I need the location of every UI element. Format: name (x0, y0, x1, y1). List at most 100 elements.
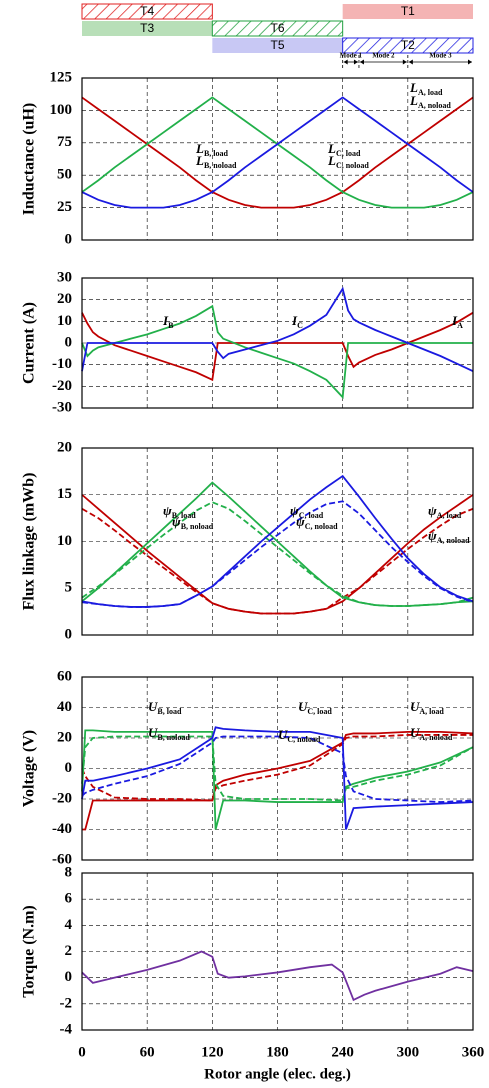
curve-label-main: I (291, 313, 298, 328)
y-tick-label: 40 (57, 699, 72, 715)
phase-bar (342, 4, 473, 19)
y-tick-label: 0 (65, 760, 73, 776)
data-line (81, 735, 474, 802)
curve-label: ψA, load (428, 503, 462, 520)
y-tick-label: 10 (57, 313, 72, 329)
y-tick-label: 5 (65, 580, 73, 596)
curve-label-main: ψ (172, 514, 181, 529)
x-tick-label: 60 (140, 1044, 155, 1060)
curve-label-sub: A, load (437, 511, 462, 520)
data-line (81, 729, 474, 830)
plot-frame (81, 77, 474, 241)
phase-label: T5 (270, 38, 284, 52)
y-axis-title: Current (A) (21, 302, 38, 384)
phase-label: T3 (140, 21, 154, 35)
data-line (81, 501, 474, 607)
curve-label: UB, noload (148, 725, 190, 742)
curve-label: ψC, noload (296, 514, 338, 531)
curve-label-main: ψ (296, 514, 305, 529)
curve-label: LC, load (327, 141, 361, 158)
y-tick-label: 75 (57, 134, 72, 150)
y-tick-label: 0 (65, 231, 73, 247)
y-tick-label: -30 (52, 399, 72, 415)
curve-label-sub: C (297, 321, 303, 330)
data-line (81, 734, 473, 802)
curve-label-sub: A (457, 321, 463, 330)
x-tick-label: 0 (78, 1044, 86, 1060)
curve-label-main: U (148, 725, 158, 740)
curve-label: LA, noload (409, 93, 451, 110)
y-tick-label: -40 (52, 821, 72, 837)
phase-label: T6 (270, 21, 284, 35)
y-axis-title: Voltage (V) (21, 730, 38, 807)
curve-label: IC (291, 313, 303, 330)
curve-label-sub: B, load (204, 149, 229, 158)
plot-frame (81, 277, 474, 409)
curve-label-main: L (195, 153, 204, 168)
curve-label-main: L (327, 141, 336, 156)
curve-label: UC, load (298, 699, 332, 716)
curve-label-main: ψ (163, 503, 172, 518)
y-tick-label: 10 (57, 533, 72, 549)
phase-label: T1 (401, 4, 415, 18)
data-line (81, 950, 474, 1002)
curve-label: ψC, load (290, 503, 324, 520)
data-line (82, 731, 474, 831)
curve-label-main: U (410, 725, 420, 740)
data-line (81, 726, 474, 830)
curve-label-main: L (409, 80, 418, 95)
curve-label: LB, load (195, 141, 229, 158)
curve-label: UA, noload (410, 725, 453, 742)
y-tick-label: 60 (57, 668, 72, 684)
curve-label: UC, noload (278, 727, 321, 744)
curve-label-sub: C, noload (336, 161, 369, 170)
plot-frame (81, 676, 474, 861)
curve-label-main: L (327, 153, 336, 168)
data-line (81, 286, 474, 372)
curve-label-sub: B, load (172, 511, 197, 520)
y-tick-label: -20 (52, 378, 72, 394)
curve-label-sub: A, load (419, 707, 444, 716)
x-tick-label: 120 (201, 1044, 224, 1060)
y-tick-label: -10 (52, 356, 72, 372)
curve-label-main: U (148, 699, 158, 714)
curve-label-main: L (409, 93, 418, 108)
curve-label-main: U (278, 727, 288, 742)
panel: -4 -2 0 2 4 6 8 0 60 120 180 240 300 360 Torque (N.m) R… (21, 864, 485, 1082)
curve-label-sub: B, noload (204, 161, 237, 170)
curve-label-main: I (451, 313, 458, 328)
curve-label-main: U (410, 699, 420, 714)
curve-label-main: I (162, 313, 169, 328)
curve-label: IB (162, 313, 174, 330)
curve-label-sub: A, noload (437, 536, 470, 545)
data-line (81, 96, 474, 209)
mode-arrow-head (343, 59, 358, 65)
curve-label: UB, load (148, 699, 182, 716)
y-tick-label: 125 (50, 69, 73, 85)
y-tick-label: 8 (65, 864, 73, 880)
plot-frame (81, 872, 474, 1031)
plot-frame (81, 447, 474, 636)
y-tick-label: 0 (65, 334, 73, 350)
phase-label: T2 (401, 38, 415, 52)
curve-label: ψA, noload (428, 528, 470, 545)
curve-label: LB, noload (195, 153, 237, 170)
phase-bar (81, 3, 213, 20)
curve-label: UA, load (410, 699, 444, 716)
x-tick-label: 180 (266, 1044, 289, 1060)
curve-label-main: ψ (428, 503, 437, 518)
y-tick-label: 2 (65, 943, 73, 959)
mode-label: Mode 2 (372, 52, 395, 60)
data-line (81, 507, 474, 615)
y-tick-label: 20 (57, 729, 72, 745)
curve-label-sub: B, noload (157, 733, 190, 742)
curve-label-sub: C, load (336, 149, 361, 158)
phase-bar (212, 38, 343, 53)
y-tick-label: -4 (60, 1021, 73, 1037)
phase-bar (211, 20, 344, 37)
y-tick-label: 30 (57, 269, 72, 285)
y-tick-label: 0 (65, 969, 73, 985)
